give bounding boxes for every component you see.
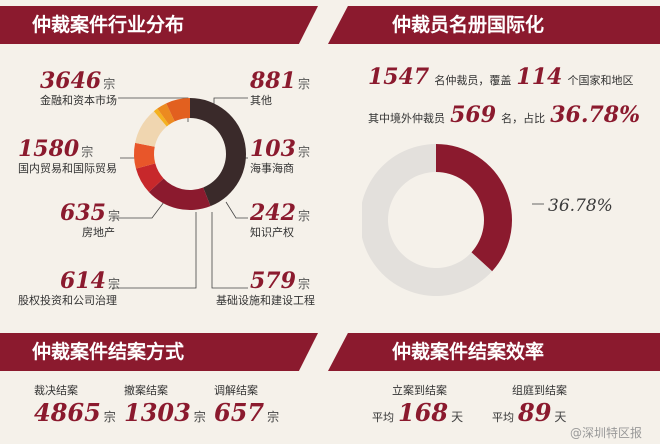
- stat-ip: 242 宗 知识产权: [250, 200, 310, 240]
- efficiency-value: 168: [398, 398, 449, 427]
- industry-slice-3: [134, 142, 156, 169]
- stat-value: 3646: [40, 68, 102, 94]
- efficiency-label: 立案到结案: [392, 384, 447, 397]
- industry-slice-7: [166, 98, 190, 122]
- stat-value: 881: [250, 68, 296, 94]
- industry-slice-0: [190, 98, 247, 207]
- industry-title: 仲裁案件行业分布: [32, 14, 185, 36]
- share-slice-0: [436, 144, 512, 272]
- stat-infra: 579 宗 基础设施和建设工程: [216, 268, 315, 308]
- method-value: 657: [214, 398, 265, 427]
- method-value: 4865: [34, 398, 101, 427]
- stat-label: 金融和资本市场: [40, 94, 117, 107]
- efficiency-label: 组庭到结案: [512, 384, 567, 397]
- arbitrator-total-label: 名仲裁员，覆盖: [434, 74, 512, 87]
- efficiency-unit: 天: [451, 410, 464, 424]
- efficiency-prefix: 平均: [372, 411, 394, 424]
- industry-donut: [134, 98, 247, 210]
- methods-banner: 仲裁案件结案方式: [0, 333, 318, 371]
- stat-value: 579: [250, 268, 296, 294]
- stat-label: 基础设施和建设工程: [216, 294, 315, 307]
- leader-line-realestate: [112, 201, 165, 219]
- share-data-label: 36.78%: [548, 196, 613, 216]
- foreign-mid: 名，占比: [501, 112, 546, 125]
- industry-banner: 仲裁案件行业分布: [0, 6, 318, 44]
- share-donut: [362, 144, 512, 296]
- industry-slice-1: [148, 178, 211, 210]
- stat-unit: 宗: [107, 209, 120, 223]
- stat-unit: 宗: [297, 277, 310, 291]
- stat-maritime: 103 宗 海事海商: [250, 136, 310, 176]
- stat-label: 国内贸易和国际贸易: [18, 162, 117, 175]
- method-unit: 宗: [103, 410, 116, 424]
- stat-label: 知识产权: [250, 226, 294, 239]
- share-slice-1: [362, 144, 493, 296]
- stat-value: 635: [60, 200, 106, 226]
- stat-label: 房地产: [82, 226, 115, 239]
- method-withdrawal: 撤案结案 1303 宗: [124, 382, 206, 427]
- stat-value: 614: [60, 268, 106, 294]
- arbitrator-total: 1547: [368, 64, 430, 90]
- stat-other: 881 宗 其他: [250, 68, 310, 108]
- stat-label: 股权投资和公司治理: [18, 294, 117, 307]
- arbitrators-banner: 仲裁员名册国际化: [328, 6, 660, 44]
- stat-unit: 宗: [103, 77, 116, 91]
- efficiency-banner: 仲裁案件结案效率: [328, 333, 660, 371]
- efficiency-title: 仲裁案件结案效率: [392, 341, 545, 363]
- method-value: 1303: [124, 398, 191, 427]
- stat-value: 1580: [18, 136, 80, 162]
- efficiency-value: 89: [518, 398, 552, 427]
- foreign-arbitrator-line: 其中境外仲裁员 569 名，占比 36.78%: [368, 102, 640, 128]
- methods-title: 仲裁案件结案方式: [32, 341, 185, 363]
- stat-value: 242: [250, 200, 296, 226]
- method-label: 调解结案: [214, 384, 258, 397]
- stat-label: 海事海商: [250, 162, 294, 175]
- method-label: 撤案结案: [124, 384, 168, 397]
- leader-line-ip: [225, 201, 248, 219]
- stat-unit: 宗: [297, 77, 310, 91]
- method-label: 裁决结案: [34, 384, 78, 397]
- leader-line-infra: [211, 212, 248, 289]
- industry-donut-chart: [112, 97, 248, 289]
- industry-slice-5: [153, 108, 169, 127]
- method-unit: 宗: [193, 410, 206, 424]
- foreign-prefix: 其中境外仲裁员: [368, 112, 445, 125]
- industry-slice-2: [135, 163, 164, 193]
- stat-realestate: 635 宗 房地产: [60, 200, 120, 240]
- stat-label: 其他: [250, 94, 272, 107]
- efficiency-unit: 天: [554, 410, 567, 424]
- watermark: @深圳特区报: [570, 426, 643, 440]
- country-label: 个国家和地区: [567, 74, 634, 87]
- foreign-share: 36.78%: [550, 102, 641, 128]
- efficiency-filing: 立案到结案 平均 168 天: [372, 382, 463, 427]
- method-mediation: 调解结案 657 宗: [214, 382, 279, 427]
- stat-trade: 1580 宗 国内贸易和国际贸易: [18, 136, 117, 176]
- method-unit: 宗: [267, 410, 280, 424]
- stat-value: 103: [250, 136, 296, 162]
- efficiency-prefix: 平均: [492, 411, 514, 424]
- arbitrator-total-line: 1547 名仲裁员，覆盖 114 个国家和地区: [368, 64, 633, 90]
- foreign-count: 569: [450, 102, 497, 128]
- arbitrators-title: 仲裁员名册国际化: [392, 14, 545, 36]
- industry-slice-4: [135, 111, 167, 147]
- efficiency-tribunal: 组庭到结案 平均 89 天: [492, 382, 567, 427]
- method-award: 裁决结案 4865 宗: [34, 382, 116, 427]
- stat-unit: 宗: [297, 145, 310, 159]
- stat-equity: 614 宗 股权投资和公司治理: [18, 268, 120, 308]
- stat-unit: 宗: [297, 209, 310, 223]
- industry-slice-6: [157, 103, 175, 125]
- stat-finance: 3646 宗 金融和资本市场: [40, 68, 117, 108]
- country-count: 114: [516, 64, 563, 90]
- leader-line-equity: [112, 212, 197, 289]
- stat-unit: 宗: [107, 277, 120, 291]
- stat-unit: 宗: [81, 145, 94, 159]
- arbitrator-share-donut: 36.78%: [362, 144, 613, 296]
